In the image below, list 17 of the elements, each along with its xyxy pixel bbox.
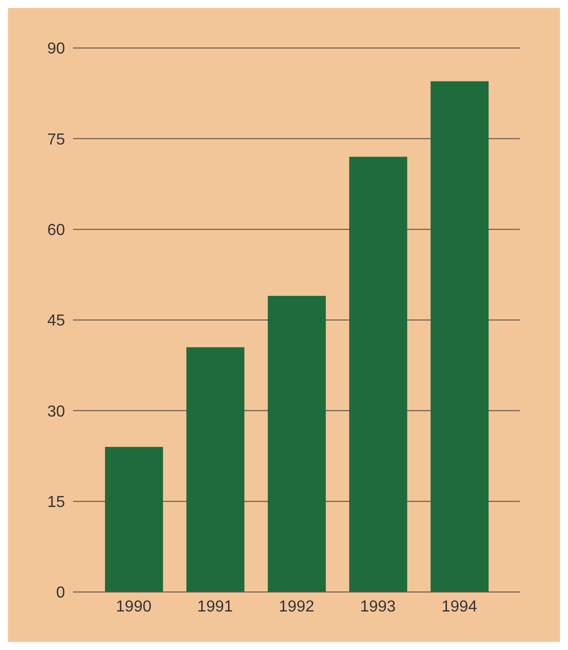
x-tick-label: 1992 — [278, 598, 314, 616]
y-tick-label: 45 — [47, 312, 66, 330]
bar — [349, 156, 408, 592]
y-tick-label: 30 — [47, 403, 66, 420]
bar — [430, 81, 489, 592]
bar — [105, 446, 163, 592]
bar — [268, 296, 326, 592]
x-tick-label: 1991 — [197, 598, 233, 616]
y-tick-label: 15 — [47, 494, 66, 512]
bar — [186, 347, 244, 592]
x-tick-label: 1993 — [360, 598, 396, 616]
y-tick-label: 60 — [47, 222, 66, 240]
x-tick-label: 1994 — [442, 598, 478, 616]
x-tick-label: 1990 — [116, 598, 152, 616]
y-tick-label: 75 — [47, 131, 66, 148]
y-tick-label: 90 — [47, 40, 66, 58]
y-tick-label: 0 — [56, 584, 66, 602]
